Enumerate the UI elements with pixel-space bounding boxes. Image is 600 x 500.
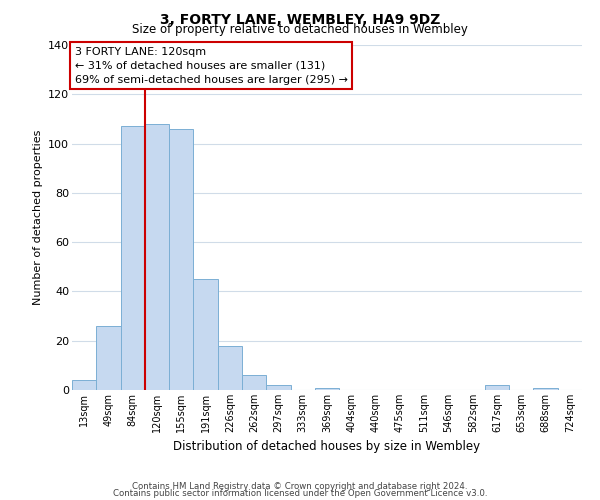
Text: Size of property relative to detached houses in Wembley: Size of property relative to detached ho…	[132, 24, 468, 36]
Bar	[485, 385, 509, 390]
Bar	[533, 388, 558, 390]
Bar	[218, 346, 242, 390]
Bar	[169, 129, 193, 390]
Bar	[145, 124, 169, 390]
Bar	[121, 126, 145, 390]
Text: Contains HM Land Registry data © Crown copyright and database right 2024.: Contains HM Land Registry data © Crown c…	[132, 482, 468, 491]
Bar	[315, 388, 339, 390]
Text: 3, FORTY LANE, WEMBLEY, HA9 9DZ: 3, FORTY LANE, WEMBLEY, HA9 9DZ	[160, 12, 440, 26]
Text: 3 FORTY LANE: 120sqm
← 31% of detached houses are smaller (131)
69% of semi-deta: 3 FORTY LANE: 120sqm ← 31% of detached h…	[74, 46, 347, 84]
Bar	[96, 326, 121, 390]
Text: Contains public sector information licensed under the Open Government Licence v3: Contains public sector information licen…	[113, 489, 487, 498]
Bar	[72, 380, 96, 390]
Bar	[266, 385, 290, 390]
Bar	[242, 375, 266, 390]
Y-axis label: Number of detached properties: Number of detached properties	[32, 130, 43, 305]
X-axis label: Distribution of detached houses by size in Wembley: Distribution of detached houses by size …	[173, 440, 481, 454]
Bar	[193, 279, 218, 390]
